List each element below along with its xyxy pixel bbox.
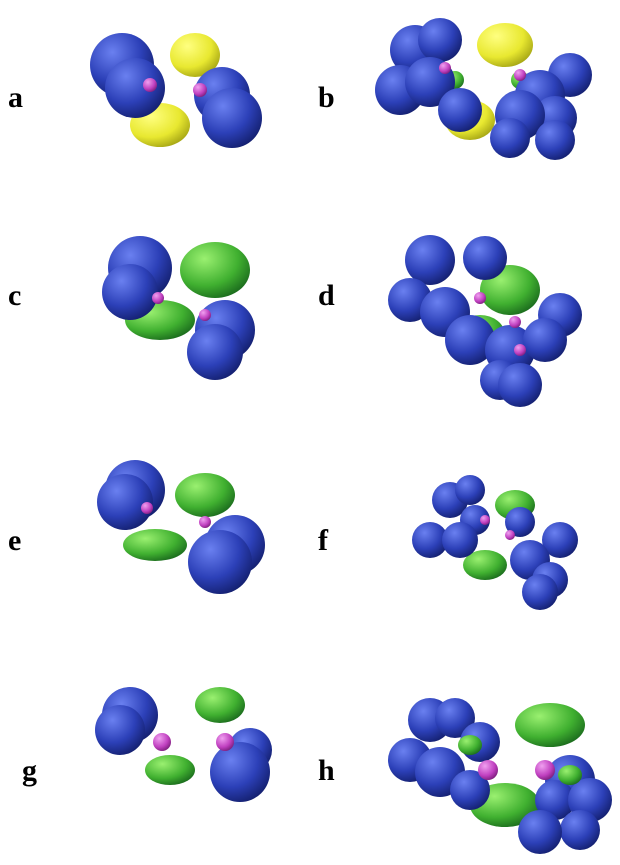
atom bbox=[480, 515, 490, 525]
atom bbox=[153, 733, 171, 751]
blue-lobe bbox=[405, 235, 455, 285]
blue-lobe bbox=[535, 120, 575, 160]
panel-label: d bbox=[318, 279, 335, 312]
blue-lobe bbox=[560, 810, 600, 850]
blue-lobe bbox=[518, 810, 562, 854]
green-lobe bbox=[123, 529, 187, 561]
blue-lobe bbox=[188, 530, 252, 594]
atom bbox=[143, 78, 157, 92]
blue-lobe bbox=[523, 318, 567, 362]
atom bbox=[505, 530, 515, 540]
atom bbox=[514, 344, 526, 356]
green-lobe bbox=[515, 703, 585, 747]
panel-label: b bbox=[318, 81, 335, 114]
atom bbox=[199, 309, 211, 321]
atom bbox=[141, 502, 153, 514]
atom bbox=[199, 516, 211, 528]
blue-lobe bbox=[455, 475, 485, 505]
atom bbox=[152, 292, 164, 304]
blue-lobe bbox=[418, 18, 462, 62]
panel-label: g bbox=[22, 754, 37, 787]
blue-lobe bbox=[522, 574, 558, 610]
atom bbox=[439, 62, 451, 74]
panel-label: a bbox=[8, 81, 23, 114]
blue-lobe bbox=[95, 705, 145, 755]
panel-label: f bbox=[318, 524, 329, 557]
green-lobe bbox=[458, 735, 482, 755]
atom bbox=[474, 292, 486, 304]
green-lobe bbox=[145, 755, 195, 785]
atom bbox=[514, 69, 526, 81]
blue-lobe bbox=[202, 88, 262, 148]
atom bbox=[193, 83, 207, 97]
panel-label: c bbox=[8, 279, 21, 312]
panel-label: e bbox=[8, 524, 21, 557]
blue-lobe bbox=[210, 742, 270, 802]
orbital-drawings bbox=[90, 18, 612, 854]
blue-lobe bbox=[490, 118, 530, 158]
green-lobe bbox=[195, 687, 245, 723]
blue-lobe bbox=[498, 363, 542, 407]
green-lobe bbox=[180, 242, 250, 298]
yellow-lobe bbox=[477, 23, 533, 67]
atom bbox=[509, 316, 521, 328]
atom bbox=[216, 733, 234, 751]
blue-lobe bbox=[187, 324, 243, 380]
atom bbox=[535, 760, 555, 780]
green-lobe bbox=[558, 765, 582, 785]
blue-lobe bbox=[97, 474, 153, 530]
figure: a b c d e f g h bbox=[0, 0, 620, 865]
blue-lobe bbox=[438, 88, 482, 132]
atom bbox=[478, 760, 498, 780]
green-lobe bbox=[175, 473, 235, 517]
blue-lobe bbox=[463, 236, 507, 280]
blue-lobe bbox=[442, 522, 478, 558]
panel-label: h bbox=[318, 754, 335, 787]
blue-lobe bbox=[102, 264, 158, 320]
